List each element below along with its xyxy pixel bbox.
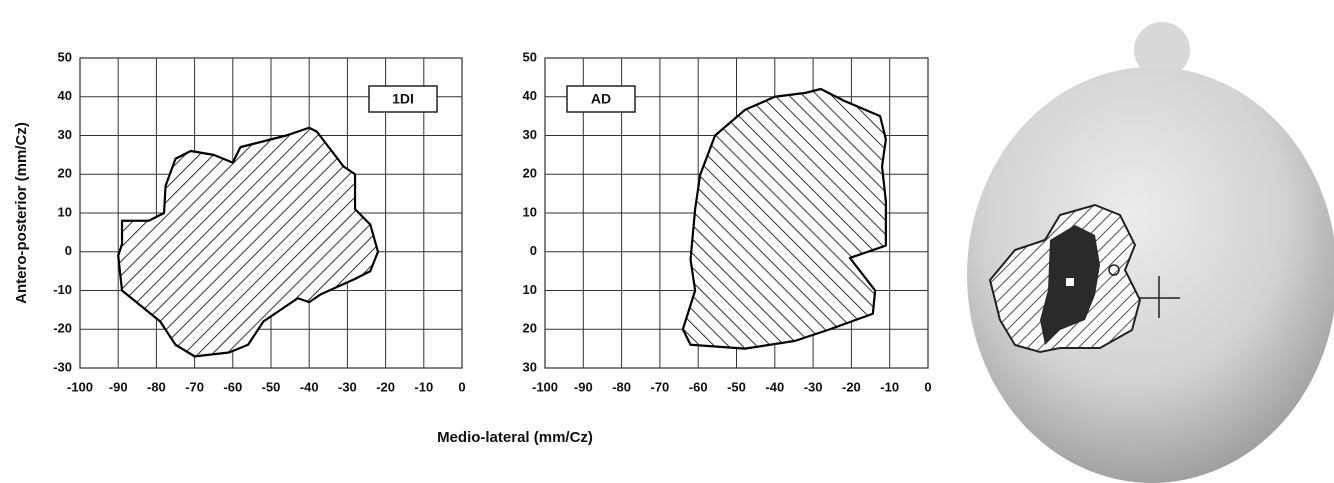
y-tick-label: -10: [53, 282, 72, 297]
y-tick-label: 50: [58, 49, 72, 64]
y-tick-label: 40: [58, 88, 72, 103]
y-tick-label: 10: [523, 282, 537, 297]
x-tick-label: -90: [109, 379, 128, 394]
y-tick-label: 0: [65, 243, 72, 258]
x-tick-label: -80: [147, 379, 166, 394]
y-tick-label: 30: [58, 127, 72, 142]
y-tick-label: 20: [523, 166, 537, 181]
y-tick-label: 30: [523, 127, 537, 142]
x-tick-label: -20: [376, 379, 395, 394]
y-axis-label: Antero-posterior (mm/Cz): [13, 122, 30, 304]
y-tick-label: 10: [58, 204, 72, 219]
x-tick-label: -100: [67, 379, 93, 394]
x-tick-label: -70: [651, 379, 670, 394]
y-tick-label: 10: [523, 204, 537, 219]
y-tick-label: -20: [53, 321, 72, 336]
x-tick-label: -90: [574, 379, 593, 394]
x-tick-label: -60: [223, 379, 242, 394]
x-tick-label: -10: [414, 379, 433, 394]
y-tick-label: 20: [523, 321, 537, 336]
y-tick-label: -30: [53, 359, 72, 374]
head-render: [967, 22, 1334, 483]
x-tick-label: -70: [185, 379, 204, 394]
x-tick-label: -60: [689, 379, 708, 394]
x-tick-label: -100: [532, 379, 558, 394]
x-tick-label: -40: [300, 379, 319, 394]
x-tick-label: -50: [727, 379, 746, 394]
x-tick-label: 0: [924, 379, 931, 394]
x-tick-label: -20: [842, 379, 861, 394]
annotation: AD: [591, 91, 611, 107]
y-tick-label: 40: [523, 88, 537, 103]
y-tick-label: 20: [58, 166, 72, 181]
x-tick-label: -30: [804, 379, 823, 394]
x-tick-label: -50: [262, 379, 281, 394]
x-tick-label: -10: [880, 379, 899, 394]
x-axis-label: Medio-lateral (mm/Cz): [437, 429, 593, 446]
y-tick-label: 50: [523, 49, 537, 64]
annotation: 1DI: [392, 91, 414, 107]
marker-square: [1066, 278, 1074, 286]
x-tick-label: -80: [612, 379, 631, 394]
figure: Medio-lateral (mm/Cz) -100-90-80-70-60-5…: [0, 0, 1334, 483]
x-tick-label: -30: [338, 379, 357, 394]
x-tick-label: -40: [765, 379, 784, 394]
x-tick-label: 0: [458, 379, 465, 394]
y-tick-label: 0: [530, 243, 537, 258]
y-tick-label: 30: [523, 359, 537, 374]
